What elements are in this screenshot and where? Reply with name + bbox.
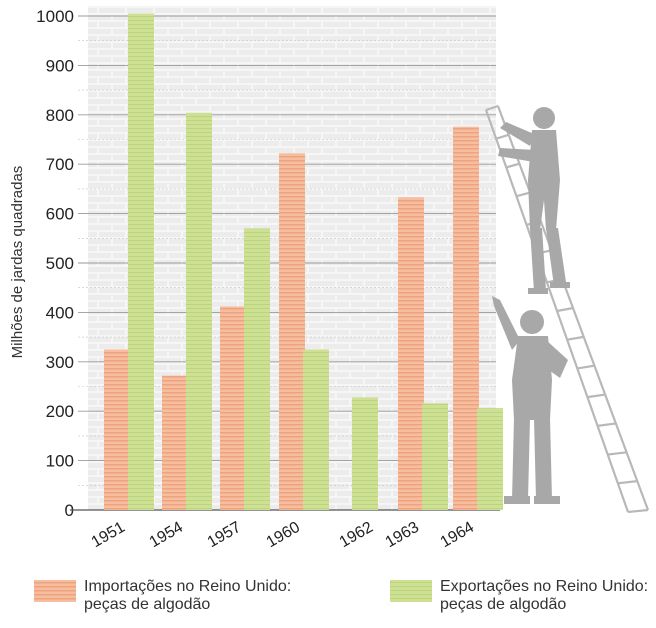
- ladder-rung: [587, 393, 606, 399]
- ladder-rung: [556, 306, 574, 313]
- ladder-rung: [516, 191, 531, 198]
- y-axis-label: Milhões de jardas quadradas: [9, 166, 26, 359]
- bar-imports-1957: [220, 306, 246, 510]
- ladder-rung: [485, 104, 499, 112]
- legend-exports-line2: peças de algodão: [440, 596, 567, 613]
- ladder: [484, 104, 650, 514]
- ladder-rung: [505, 162, 520, 169]
- legend-imports-line2: peças de algodão: [84, 596, 211, 613]
- x-axis: 1951 1954 1957 1960 1962 1963 1964: [89, 519, 477, 552]
- bar-imports-1963: [398, 197, 424, 510]
- bar-exports-1964: [477, 408, 503, 510]
- y-tick-label: 1000: [36, 7, 74, 26]
- x-tick-label: 1957: [205, 519, 244, 552]
- ladder-rung: [607, 451, 627, 456]
- bar-exports-1962: [352, 397, 378, 510]
- y-tick-label: 900: [46, 56, 74, 75]
- bar-imports-1954: [162, 375, 188, 510]
- bar-exports-1954: [186, 112, 212, 510]
- legend-exports-line1: Exportações no Reino Unido:: [440, 578, 649, 595]
- y-tick-label: 600: [46, 205, 74, 224]
- legend-item-exports: Exportações no Reino Unido: peças de alg…: [390, 578, 656, 614]
- y-tick-label: 500: [46, 254, 74, 273]
- ladder-rung: [617, 480, 638, 485]
- bar-exports-1957: [244, 228, 270, 511]
- legend-imports-line1: Importações no Reino Unido:: [84, 578, 292, 595]
- bar-imports-1964: [453, 126, 479, 510]
- bars: [104, 13, 503, 511]
- bar-exports-1951: [128, 13, 154, 511]
- legend-item-imports: Importações no Reino Unido: peças de alg…: [34, 578, 291, 614]
- y-tick-label: 0: [65, 501, 74, 520]
- worker-top-icon: [498, 107, 570, 294]
- x-tick-label: 1964: [438, 519, 477, 552]
- legend-swatch-exports: [390, 580, 432, 602]
- bar-exports-1963: [422, 403, 448, 510]
- legend-swatch-imports: [34, 580, 76, 602]
- x-tick-label: 1962: [337, 519, 376, 552]
- y-tick-label: 700: [46, 155, 74, 174]
- bar-imports-1960: [279, 153, 305, 510]
- ladder-rung: [577, 364, 595, 370]
- x-tick-label: 1963: [383, 519, 422, 552]
- y-tick-label: 200: [46, 402, 74, 421]
- y-tick-label: 100: [46, 452, 74, 471]
- legend-label-imports: Importações no Reino Unido: peças de alg…: [84, 578, 291, 614]
- workers-ladder-illustration: [484, 104, 650, 514]
- x-tick-label: 1951: [89, 519, 128, 552]
- bar-imports-1951: [104, 349, 130, 510]
- bar-exports-1960: [303, 349, 329, 510]
- x-tick-label: 1960: [264, 519, 303, 552]
- ladder-rung: [495, 133, 510, 140]
- x-tick-label: 1954: [147, 519, 186, 552]
- ladder-rung: [566, 335, 584, 341]
- worker-bottom-icon: [492, 296, 568, 504]
- y-tick-label: 400: [46, 303, 74, 322]
- legend-label-exports: Exportações no Reino Unido: peças de alg…: [440, 578, 648, 614]
- ladder-rung: [597, 422, 617, 427]
- y-tick-label: 800: [46, 106, 74, 125]
- ladder-rung: [627, 508, 649, 514]
- y-tick-label: 300: [46, 353, 74, 372]
